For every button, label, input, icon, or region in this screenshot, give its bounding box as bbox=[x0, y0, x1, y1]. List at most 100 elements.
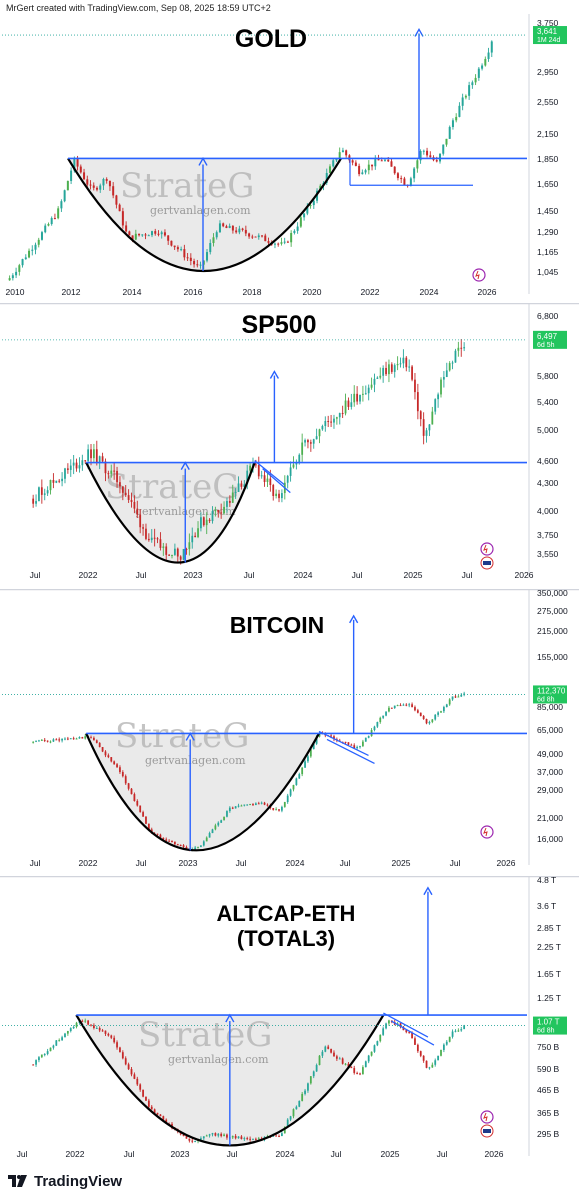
y-tick-label: 2,550 bbox=[537, 97, 559, 107]
candle-body bbox=[341, 413, 344, 415]
chart-credit: MrGert created with TradingView.com, Sep… bbox=[6, 3, 271, 13]
candle-body bbox=[399, 705, 402, 707]
candle-body bbox=[344, 400, 347, 414]
candle-body bbox=[211, 1133, 214, 1135]
candle-body bbox=[413, 168, 416, 179]
candle-body bbox=[52, 739, 55, 742]
candle-body bbox=[43, 739, 46, 741]
x-tick-label: Jul bbox=[227, 1149, 238, 1159]
x-tick-label: 2014 bbox=[123, 287, 142, 297]
cup-depth-arrowhead bbox=[180, 461, 190, 470]
x-tick-label: 2023 bbox=[184, 570, 203, 580]
candle-body bbox=[425, 430, 428, 436]
candle-body bbox=[458, 105, 461, 117]
candle-body bbox=[108, 180, 111, 187]
x-tick-label: 2024 bbox=[286, 858, 305, 868]
candle-body bbox=[206, 252, 209, 261]
chart-title: SP500 bbox=[241, 311, 316, 339]
candle-body bbox=[244, 229, 247, 234]
candle-body bbox=[243, 804, 246, 806]
y-tick-label: 29,000 bbox=[537, 785, 563, 795]
candle-body bbox=[44, 225, 47, 233]
candle-body bbox=[153, 537, 156, 539]
x-tick-label: Jul bbox=[437, 1149, 448, 1159]
candle-body bbox=[81, 1020, 84, 1022]
candle-body bbox=[66, 468, 69, 470]
candle-body bbox=[422, 150, 425, 152]
bar-countdown: 6d 8h bbox=[537, 696, 555, 703]
y-tick-label: 3,750 bbox=[537, 530, 559, 540]
candle-body bbox=[439, 153, 442, 162]
x-tick-label: Jul bbox=[244, 570, 255, 580]
bar-countdown: 6d 5h bbox=[537, 342, 555, 349]
candle-body bbox=[89, 184, 92, 186]
candle-body bbox=[327, 420, 330, 422]
x-tick-label: 2025 bbox=[404, 570, 423, 580]
candle-body bbox=[411, 704, 413, 708]
candle-body bbox=[133, 1074, 136, 1079]
chart-title: (TOTAL3) bbox=[237, 926, 335, 951]
candle-body bbox=[116, 470, 118, 483]
candle-body bbox=[58, 739, 61, 741]
candle-body bbox=[283, 1126, 286, 1134]
y-tick-label: 2,950 bbox=[537, 67, 559, 77]
candle-body bbox=[445, 704, 448, 708]
candle-body bbox=[125, 225, 128, 232]
candle-body bbox=[267, 241, 270, 243]
y-tick-label: 5,000 bbox=[537, 425, 559, 435]
x-tick-label: 2023 bbox=[179, 858, 198, 868]
candle-body bbox=[141, 234, 144, 236]
candle-body bbox=[362, 393, 364, 395]
candle-body bbox=[380, 160, 383, 162]
candle-body bbox=[354, 162, 357, 166]
candle-body bbox=[37, 239, 40, 245]
candle-body bbox=[385, 367, 387, 375]
candle-body bbox=[28, 250, 31, 258]
candle-body bbox=[182, 845, 185, 848]
x-tick-label: 2025 bbox=[381, 1149, 400, 1159]
candle-body bbox=[93, 737, 95, 741]
candle-body bbox=[249, 465, 251, 471]
y-tick-label: 4,600 bbox=[537, 456, 559, 466]
x-tick-label: Jul bbox=[352, 570, 363, 580]
candle-body bbox=[304, 1090, 306, 1094]
candle-body bbox=[332, 160, 335, 167]
candle-body bbox=[405, 1030, 408, 1033]
tradingview-footer[interactable]: TradingView bbox=[8, 1172, 122, 1190]
y-tick-label: 5,800 bbox=[537, 371, 559, 381]
candle-body bbox=[93, 449, 95, 459]
candle-body bbox=[182, 1134, 185, 1137]
candle-body bbox=[75, 462, 78, 469]
candle-body bbox=[405, 357, 408, 368]
candle-body bbox=[58, 480, 61, 482]
candle-body bbox=[304, 761, 306, 768]
us-flag-stripes bbox=[483, 561, 491, 565]
candle-body bbox=[257, 465, 260, 477]
handle-lower-line bbox=[391, 1020, 435, 1046]
candle-body bbox=[58, 1040, 61, 1042]
chart-title: ALTCAP-ETH bbox=[217, 901, 356, 926]
candle-body bbox=[87, 1020, 90, 1025]
candle-body bbox=[257, 1138, 260, 1140]
candle-body bbox=[220, 1133, 223, 1137]
candle-body bbox=[11, 275, 14, 279]
candle-body bbox=[234, 491, 237, 493]
candle-body bbox=[134, 233, 137, 240]
candle-body bbox=[307, 440, 309, 443]
candle-body bbox=[147, 1100, 150, 1107]
candle-body bbox=[301, 1093, 304, 1101]
candle-body bbox=[119, 482, 121, 487]
candle-body bbox=[107, 1033, 110, 1036]
candle-body bbox=[315, 736, 318, 744]
candle-body bbox=[18, 265, 21, 272]
candle-body bbox=[437, 712, 440, 715]
candle-body bbox=[237, 483, 240, 492]
candle-body bbox=[119, 1047, 121, 1053]
candle-body bbox=[396, 705, 399, 707]
x-tick-label: 2024 bbox=[420, 287, 439, 297]
candle-body bbox=[35, 1060, 37, 1065]
candle-body bbox=[218, 223, 221, 233]
candle-body bbox=[234, 1135, 237, 1139]
candle-body bbox=[402, 704, 405, 706]
candle-body bbox=[32, 1064, 35, 1066]
